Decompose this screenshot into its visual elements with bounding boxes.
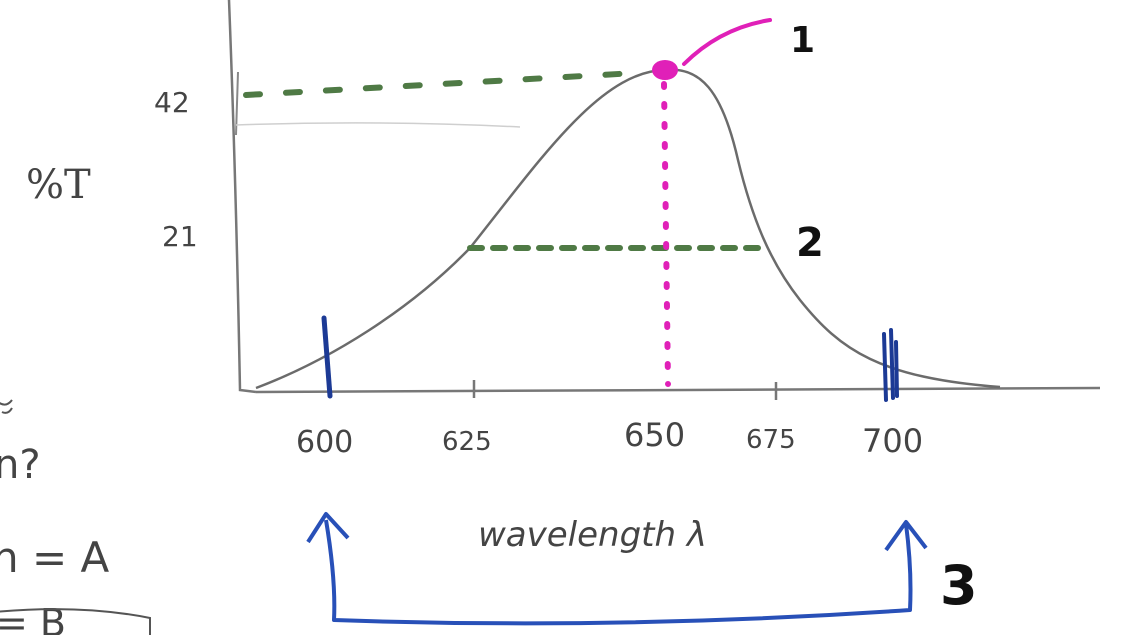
x-tick-label-700: 700 bbox=[862, 422, 923, 460]
peak-pointer-arrow bbox=[682, 18, 772, 66]
annotation-1: 1 bbox=[790, 20, 815, 61]
peak-height-guide bbox=[243, 70, 639, 98]
margin-fragment-question: n? bbox=[0, 442, 41, 488]
x-tick-label-650: 650 bbox=[624, 416, 685, 454]
margin-fragment-equals-b: = B bbox=[0, 601, 66, 635]
margin-fragment-equals-b-group: = B bbox=[0, 601, 151, 635]
annotation-2: 2 bbox=[796, 220, 824, 266]
annotation-3: 3 bbox=[940, 554, 978, 617]
bandwidth-bracket bbox=[324, 519, 913, 626]
x-tick-label-675: 675 bbox=[746, 425, 796, 455]
bandwidth-tick-left bbox=[321, 315, 333, 399]
bracket-arrowhead-right bbox=[884, 520, 928, 552]
x-tick-label-625: 625 bbox=[442, 427, 492, 457]
y-axis bbox=[227, 0, 257, 394]
transmittance-curve bbox=[255, 68, 1001, 390]
y-axis-label: %T bbox=[26, 162, 91, 208]
peak-drop-line bbox=[661, 81, 671, 387]
x-tick-label-600: 600 bbox=[296, 425, 353, 460]
erased-guide-line bbox=[235, 122, 521, 128]
bandwidth-tick-right bbox=[882, 328, 899, 402]
bracket-arrowhead-left bbox=[306, 512, 350, 544]
margin-fragment-equals-a: n = A bbox=[0, 533, 110, 582]
margin-scribble bbox=[0, 399, 13, 414]
x-axis bbox=[255, 386, 1101, 394]
margin-fragment-underline bbox=[0, 608, 151, 635]
x-axis-label: wavelength λ bbox=[478, 515, 707, 555]
peak-point bbox=[652, 60, 678, 80]
y-tick-label-42: 42 bbox=[154, 86, 190, 119]
y-tick-label-21: 21 bbox=[162, 220, 198, 253]
